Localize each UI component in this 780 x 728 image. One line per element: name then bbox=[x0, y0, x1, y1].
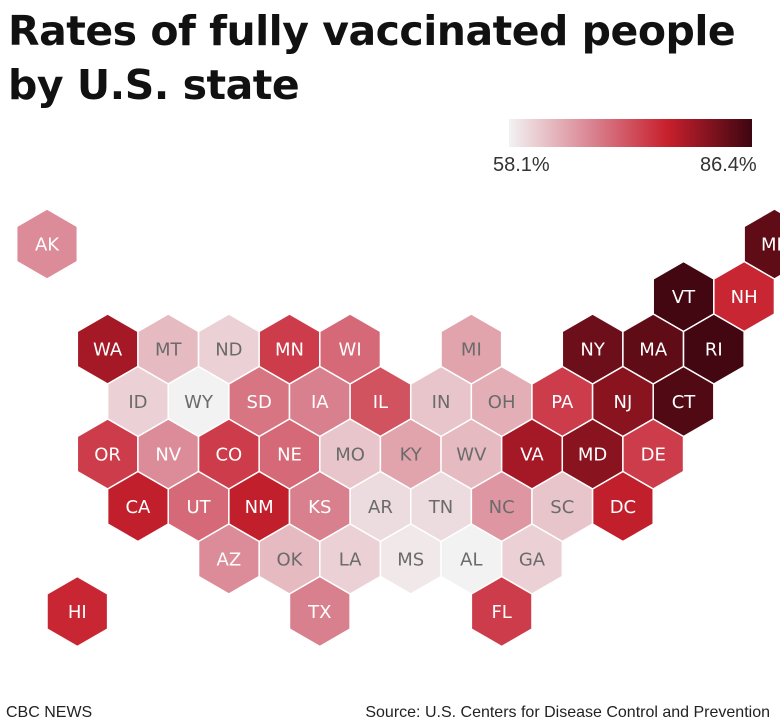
state-label: VT bbox=[672, 287, 696, 308]
legend-min-label: 58.1% bbox=[493, 154, 550, 176]
state-hex-ga: GA bbox=[500, 523, 564, 595]
state-label: OH bbox=[488, 392, 516, 413]
state-label: IN bbox=[432, 392, 451, 413]
legend-max-label: 86.4% bbox=[700, 154, 757, 176]
state-label: LA bbox=[339, 550, 362, 571]
state-label: SD bbox=[247, 392, 272, 413]
state-hex-nh: NH bbox=[713, 260, 776, 333]
state-label: GA bbox=[519, 550, 546, 571]
state-label: ME bbox=[761, 235, 780, 256]
state-label: NJ bbox=[614, 392, 633, 413]
state-label: NH bbox=[731, 287, 758, 308]
state-label: TN bbox=[428, 497, 453, 518]
state-hex-az: AZ bbox=[197, 523, 260, 595]
state-label: NC bbox=[489, 497, 515, 518]
state-hex-ak: AK bbox=[15, 208, 79, 280]
state-label: AR bbox=[368, 497, 393, 518]
state-hex-il: IL bbox=[349, 365, 412, 438]
state-label: KY bbox=[400, 445, 423, 466]
source-note: Source: U.S. Centers for Disease Control… bbox=[365, 704, 770, 721]
state-hex-tn: TN bbox=[409, 470, 473, 543]
state-hex-fl: FL bbox=[470, 575, 533, 648]
state-label: NY bbox=[580, 340, 605, 361]
state-label: RI bbox=[705, 340, 723, 361]
state-label: AL bbox=[460, 550, 482, 571]
state-hex-al: AL bbox=[440, 523, 503, 595]
state-label: MA bbox=[639, 340, 668, 361]
color-legend-bar bbox=[509, 119, 752, 147]
state-hex-dc: DC bbox=[591, 470, 654, 543]
state-label: MO bbox=[335, 445, 365, 466]
state-label: OK bbox=[276, 550, 303, 571]
state-tile bbox=[46, 575, 109, 648]
state-hex-ca: CA bbox=[106, 470, 169, 543]
state-label: NV bbox=[155, 445, 181, 466]
state-hex-ia: IA bbox=[288, 365, 351, 438]
state-label: IL bbox=[373, 392, 388, 413]
state-label: UT bbox=[186, 497, 211, 518]
state-hex-md: MD bbox=[561, 418, 624, 490]
state-label: ND bbox=[215, 340, 242, 361]
state-label: KS bbox=[308, 497, 331, 518]
state-label: DC bbox=[610, 497, 636, 518]
state-label: ID bbox=[128, 392, 147, 413]
state-hex-ct: CT bbox=[652, 365, 715, 438]
state-label: AK bbox=[35, 235, 60, 256]
state-label: MN bbox=[275, 340, 304, 361]
state-hex-de: DE bbox=[622, 418, 685, 490]
state-hex-tx: TX bbox=[288, 575, 351, 648]
state-hex-ny: NY bbox=[561, 313, 624, 385]
state-label: NE bbox=[277, 445, 302, 466]
state-label: WV bbox=[456, 445, 487, 466]
state-hex-co: CO bbox=[197, 418, 260, 490]
state-label: HI bbox=[68, 602, 87, 623]
state-hex-ms: MS bbox=[379, 523, 442, 595]
state-tile bbox=[288, 575, 351, 648]
state-hex-vt: VT bbox=[652, 260, 715, 333]
state-label: FL bbox=[491, 602, 511, 623]
state-label: CO bbox=[215, 445, 242, 466]
state-hex-mi: MI bbox=[440, 313, 503, 385]
state-label: WA bbox=[93, 340, 123, 361]
chart-title: Rates of fully vaccinated people by U.S.… bbox=[8, 7, 736, 109]
state-label: WY bbox=[184, 392, 214, 413]
state-tile bbox=[15, 208, 79, 280]
state-label: DE bbox=[641, 445, 666, 466]
state-hex-la: LA bbox=[319, 523, 382, 595]
state-hex-nd: ND bbox=[197, 313, 260, 385]
state-hex-hi: HI bbox=[46, 575, 109, 648]
state-label: PA bbox=[551, 392, 574, 413]
state-label: CA bbox=[125, 497, 151, 518]
state-label: WI bbox=[339, 340, 362, 361]
state-label: VA bbox=[520, 445, 544, 466]
state-label: IA bbox=[311, 392, 329, 413]
state-hex-mn: MN bbox=[258, 313, 321, 385]
state-label: MS bbox=[397, 550, 424, 571]
state-label: MI bbox=[461, 340, 482, 361]
state-label: MT bbox=[155, 340, 183, 361]
state-hex-wi: WI bbox=[319, 313, 382, 385]
state-label: OR bbox=[94, 445, 121, 466]
state-label: CT bbox=[672, 392, 697, 413]
state-label: TX bbox=[307, 602, 331, 623]
state-hex-nc: NC bbox=[470, 470, 533, 543]
state-hex-mt: MT bbox=[137, 313, 200, 385]
state-label: AZ bbox=[217, 550, 242, 571]
state-hex-ri: RI bbox=[682, 313, 745, 385]
state-label: SC bbox=[550, 497, 574, 518]
brand-label: CBC NEWS bbox=[6, 704, 93, 721]
state-label: MD bbox=[578, 445, 607, 466]
state-hex-nm: NM bbox=[228, 470, 291, 543]
state-label: NM bbox=[245, 497, 274, 518]
state-tile bbox=[470, 575, 533, 648]
state-tile bbox=[591, 470, 654, 543]
